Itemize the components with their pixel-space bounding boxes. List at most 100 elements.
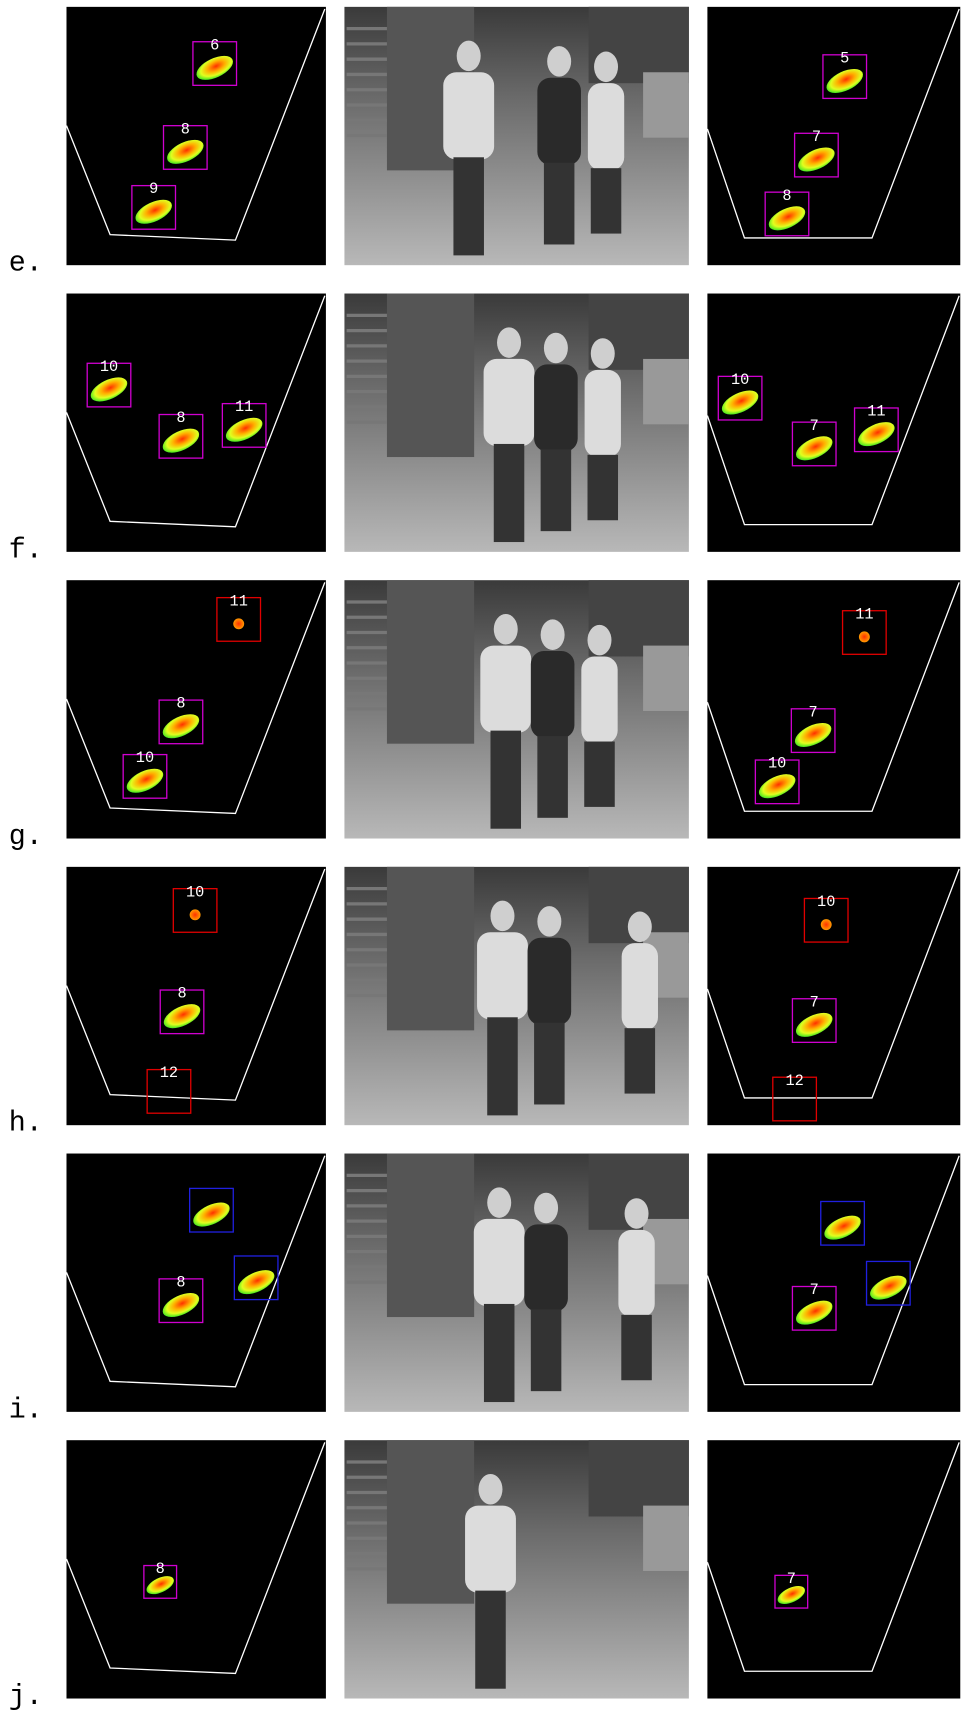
person-head [534, 1193, 558, 1224]
track-id: 8 [782, 187, 791, 205]
page: e.689578f.1081110711g.1181011710h.108121… [0, 0, 969, 1725]
tracking-panel [707, 1154, 960, 1412]
planter [643, 72, 689, 137]
track-id: 7 [810, 1281, 819, 1299]
person-head [457, 41, 481, 72]
person-body [480, 646, 531, 733]
planter [643, 646, 689, 711]
wall [387, 1154, 474, 1317]
person-legs [541, 449, 572, 531]
track-id: 11 [235, 398, 253, 416]
person-head [625, 1198, 649, 1229]
person-head [541, 619, 565, 650]
person-head [544, 333, 568, 364]
track-id: 7 [810, 417, 819, 435]
track-id: 5 [840, 49, 849, 67]
person-body [622, 943, 658, 1030]
person-body [531, 651, 575, 738]
person-body [585, 370, 621, 457]
tracking-panel [707, 7, 960, 265]
person-legs [588, 455, 619, 520]
row-label: f. [9, 533, 43, 566]
person-body [537, 78, 581, 165]
tracking-panel [66, 580, 325, 838]
person-head [490, 901, 514, 932]
row-label: i. [9, 1393, 43, 1426]
track-id: 10 [136, 749, 154, 767]
person-body [477, 932, 528, 1019]
person-head [594, 52, 618, 83]
tracking-panel [707, 1440, 960, 1698]
person-legs [544, 163, 575, 245]
person-body [618, 1230, 654, 1317]
track-id: 7 [810, 993, 819, 1011]
tracking-panel [66, 1440, 325, 1698]
person-blob [821, 919, 832, 930]
person-head [547, 46, 571, 77]
row-label: j. [9, 1680, 43, 1713]
person-body [474, 1219, 525, 1306]
person-head [487, 1187, 511, 1218]
track-id: 7 [809, 703, 818, 721]
wall [387, 1440, 474, 1603]
row-label: e. [9, 247, 43, 280]
planter [643, 1506, 689, 1571]
person-body [465, 1506, 516, 1593]
person-blob [190, 909, 201, 920]
tracking-panel [66, 7, 325, 265]
track-id: 11 [855, 605, 873, 623]
person-legs [591, 168, 622, 233]
track-id: 8 [176, 695, 185, 713]
person-head [591, 338, 615, 369]
person-legs [490, 731, 521, 829]
track-id: 10 [186, 883, 204, 901]
wall [387, 294, 474, 457]
person-head [494, 614, 518, 645]
track-id: 10 [731, 371, 749, 389]
wall [387, 867, 474, 1030]
row-label: h. [9, 1107, 43, 1140]
person-head [588, 625, 612, 656]
track-id: 8 [177, 985, 186, 1003]
track-id: 12 [160, 1064, 178, 1082]
figure: e.689578f.1081110711g.1181011710h.108121… [0, 0, 969, 1725]
track-id: 6 [210, 36, 219, 54]
person-legs [534, 1023, 565, 1105]
person-legs [487, 1017, 518, 1115]
track-id: 10 [768, 755, 786, 773]
person-body [524, 1224, 568, 1311]
person-legs [453, 157, 484, 255]
track-id: 8 [176, 409, 185, 427]
track-id: 12 [785, 1072, 803, 1090]
tracking-panel [66, 867, 325, 1125]
person-legs [537, 736, 568, 818]
person-legs [494, 444, 525, 542]
person-head [537, 906, 561, 937]
track-id: 8 [181, 120, 190, 138]
person-legs [475, 1591, 506, 1689]
track-id: 8 [176, 1274, 185, 1292]
person-head [497, 327, 521, 358]
person-body [581, 656, 617, 743]
tracking-panel [66, 294, 325, 552]
tracking-panel [66, 1154, 325, 1412]
person-body [534, 364, 578, 451]
row-label: g. [9, 820, 43, 853]
track-id: 11 [230, 592, 248, 610]
person-blob [859, 631, 870, 642]
building [589, 1440, 689, 1516]
planter [643, 359, 689, 424]
track-id: 10 [817, 893, 835, 911]
person-body [588, 83, 624, 170]
track-id: 7 [787, 1570, 796, 1588]
person-body [528, 938, 572, 1025]
person-body [443, 72, 494, 159]
track-id: 9 [149, 180, 158, 198]
track-id: 8 [156, 1560, 165, 1578]
person-legs [531, 1309, 562, 1391]
person-blob [233, 618, 244, 629]
person-legs [484, 1304, 515, 1402]
track-id: 10 [100, 358, 118, 376]
person-head [479, 1474, 503, 1505]
track-id: 7 [812, 128, 821, 146]
